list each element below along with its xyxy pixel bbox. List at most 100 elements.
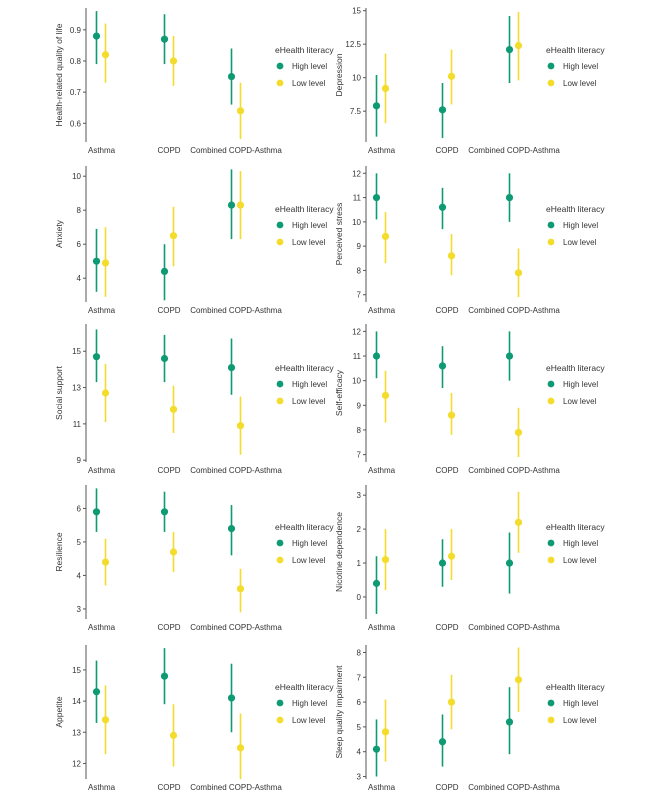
y-axis-label: Anxiety: [54, 219, 64, 248]
y-tick-label: 11: [353, 352, 362, 361]
y-tick-label: 13: [72, 384, 81, 393]
y-tick-label: 9: [77, 456, 82, 465]
y-axis-label: Resilience: [54, 532, 64, 571]
data-point: [381, 84, 390, 92]
legend-title: eHealth literacy: [275, 204, 334, 214]
x-tick-label: COPD: [435, 306, 458, 315]
legend-label: Low level: [563, 716, 597, 725]
legend-swatch-high: [547, 699, 555, 707]
legend-label: Low level: [563, 556, 597, 565]
x-tick-label: Combined COPD-Asthma: [468, 146, 560, 155]
y-tick-label: 6: [77, 240, 82, 249]
x-tick-label: COPD: [157, 783, 180, 792]
chart-panel: 0.6 0.7 0.8 0.9 Health-related quality of li…: [54, 8, 334, 155]
y-tick-label: 8: [357, 648, 362, 657]
chart-panel: 0 1 2 3 Nicotine dependence Asthma COPD Combine…: [334, 485, 605, 632]
legend-title: eHealth literacy: [546, 45, 605, 55]
x-tick-label: Asthma: [88, 623, 116, 632]
x-tick-label: Combined COPD-Asthma: [190, 466, 282, 475]
data-point: [447, 72, 456, 80]
y-tick-label: 6: [77, 504, 82, 513]
x-tick-label: Combined COPD-Asthma: [468, 466, 560, 475]
chart-panel: 4 6 8 10 Anxiety Asthma COPD Combined COPD-Asth…: [54, 166, 334, 315]
x-tick-label: Asthma: [368, 623, 396, 632]
data-point: [438, 559, 447, 567]
data-point: [160, 508, 169, 516]
data-point: [236, 422, 245, 430]
data-point: [514, 269, 523, 277]
legend: eHealth literacy High level Low level: [275, 204, 334, 247]
chart-panel: 3 4 5 6 7 8 Sleep quality impairment Asthma COPD…: [334, 645, 605, 792]
data-point: [169, 232, 178, 240]
legend-title: eHealth literacy: [275, 45, 334, 55]
data-point: [160, 35, 169, 43]
y-axis-label: Self-efficacy: [334, 369, 344, 416]
legend-swatch-high: [547, 221, 555, 229]
data-point: [381, 232, 390, 241]
y-tick-label: 7: [357, 451, 362, 460]
x-tick-label: COPD: [157, 623, 180, 632]
y-tick-label: 2: [357, 525, 362, 534]
legend-swatch-high: [276, 539, 284, 547]
y-tick-label: 3: [357, 491, 362, 500]
legend-label: Low level: [292, 556, 326, 565]
data-point: [514, 428, 523, 437]
data-point: [514, 518, 523, 526]
legend-title: eHealth literacy: [275, 682, 334, 692]
chart-panel: 7 8 9 10 11 12 Perceived stress Asthma COPD Combi…: [334, 166, 605, 315]
x-tick-label: Combined COPD-Asthma: [468, 783, 560, 792]
legend-label: Low level: [292, 716, 326, 725]
chart-panel: 9 11 13 15 Social support Asthma COPD Combined …: [54, 324, 334, 475]
legend-label: High level: [563, 62, 598, 71]
y-tick-label: 0.6: [70, 119, 82, 128]
legend-swatch-high: [547, 539, 555, 547]
legend-label: Low level: [292, 238, 326, 247]
x-tick-label: Asthma: [368, 466, 396, 475]
y-axis-label: Nicotine dependence: [334, 512, 344, 592]
chart-panel: 7.5 10 12.5 15 Depression Asthma COPD Combined …: [334, 7, 605, 155]
x-tick-label: Combined COPD-Asthma: [190, 306, 282, 315]
legend-swatch-high: [547, 62, 555, 70]
y-tick-label: 0.8: [70, 57, 82, 66]
x-tick-label: COPD: [157, 146, 180, 155]
legend-label: High level: [563, 699, 598, 708]
x-tick-label: COPD: [157, 306, 180, 315]
data-point: [447, 411, 456, 419]
x-tick-label: Asthma: [368, 146, 396, 155]
x-tick-label: COPD: [435, 466, 458, 475]
data-point: [92, 508, 101, 516]
legend-swatch-low: [276, 716, 284, 724]
x-tick-label: COPD: [435, 623, 458, 632]
data-point: [505, 559, 514, 567]
data-point: [381, 391, 390, 400]
data-point: [447, 552, 456, 560]
x-tick-label: COPD: [435, 783, 458, 792]
data-point: [514, 41, 523, 50]
x-tick-label: Asthma: [88, 146, 116, 155]
y-axis-label: Perceived stress: [334, 203, 344, 266]
data-point: [227, 201, 236, 209]
legend: eHealth literacy High level Low level: [275, 682, 334, 725]
data-point: [438, 106, 447, 114]
y-axis-label: Appetite: [54, 696, 64, 727]
legend-swatch-low: [547, 716, 555, 724]
y-tick-label: 7: [357, 291, 362, 300]
legend-swatch-high: [276, 699, 284, 707]
legend-label: Low level: [563, 238, 597, 247]
y-tick-label: 10: [352, 218, 361, 227]
y-tick-label: 10: [352, 74, 361, 83]
y-tick-label: 9: [357, 401, 362, 410]
legend-swatch-low: [547, 556, 555, 564]
legend-title: eHealth literacy: [546, 682, 605, 692]
y-tick-label: 8: [357, 426, 362, 435]
data-point: [438, 362, 447, 370]
data-point: [92, 257, 101, 265]
y-tick-label: 12: [352, 327, 361, 336]
legend-swatch-low: [276, 556, 284, 564]
data-point: [372, 745, 381, 753]
data-point: [227, 72, 236, 81]
data-point: [505, 718, 514, 726]
data-point: [236, 744, 245, 752]
data-point: [227, 363, 236, 372]
legend-label: High level: [292, 380, 327, 389]
